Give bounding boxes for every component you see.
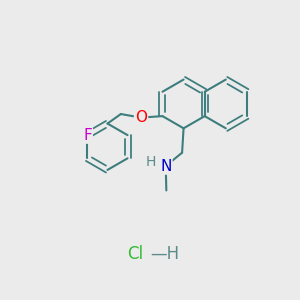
Text: N: N (160, 159, 171, 174)
Text: —H: —H (150, 245, 179, 263)
Text: F: F (83, 128, 92, 142)
Text: H: H (146, 154, 156, 169)
Text: O: O (135, 110, 147, 125)
Text: Cl: Cl (127, 245, 143, 263)
